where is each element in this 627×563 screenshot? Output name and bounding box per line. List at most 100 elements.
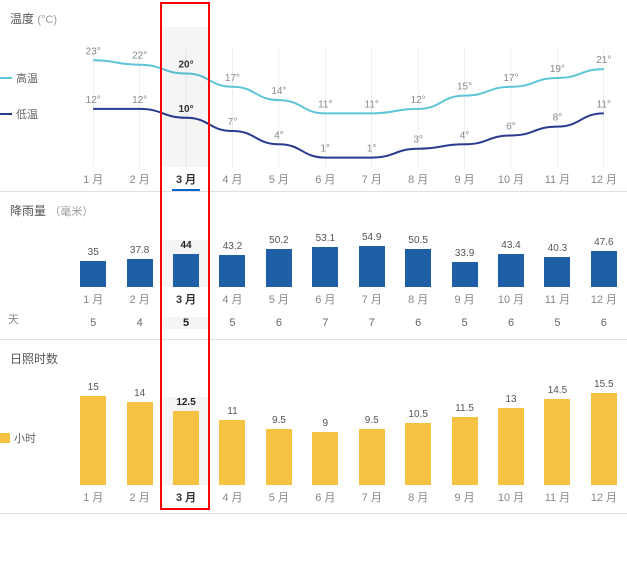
x-tick-month: 10 月 bbox=[488, 485, 534, 509]
rainfall-bar bbox=[219, 255, 245, 287]
rainfall-bar-label: 44 bbox=[180, 240, 191, 251]
temperature-point-label: 19° bbox=[550, 64, 565, 75]
rainfall-bar bbox=[80, 261, 106, 287]
legend-high-label: 高温 bbox=[16, 70, 38, 86]
rainfall-day-cell: 7 bbox=[302, 317, 348, 329]
rainfall-bar-slot: 43.4 bbox=[488, 240, 534, 287]
sunshine-bar-label: 14.5 bbox=[548, 385, 567, 396]
rainfall-bar bbox=[127, 259, 153, 287]
temperature-x-axis: 1 月2 月3 月4 月5 月6 月7 月8 月9 月10 月11 月12 月 bbox=[70, 167, 627, 191]
legend-hours-label: 小时 bbox=[14, 430, 36, 446]
rainfall-days-row: 545567765656 bbox=[70, 311, 627, 335]
temperature-title-text: 温度 bbox=[10, 12, 34, 26]
temperature-point-label: 4° bbox=[274, 130, 284, 141]
sunshine-bar bbox=[266, 429, 292, 485]
sunshine-bar bbox=[405, 423, 431, 485]
rainfall-bar bbox=[359, 246, 385, 287]
rainfall-bar-label: 50.2 bbox=[269, 235, 288, 246]
temperature-title: 温度 (°C) bbox=[0, 8, 627, 27]
x-tick-month: 9 月 bbox=[441, 485, 487, 509]
sunshine-bar-slot: 12.5 bbox=[163, 397, 209, 485]
rainfall-bar-label: 43.4 bbox=[501, 240, 520, 251]
x-tick-month: 3 月 bbox=[163, 287, 209, 311]
x-tick-month: 4 月 bbox=[209, 167, 255, 191]
sunshine-bar-slot: 15 bbox=[70, 382, 116, 485]
sunshine-bar bbox=[80, 396, 106, 485]
rainfall-title-text: 降雨量 bbox=[10, 204, 46, 218]
rainfall-bar bbox=[266, 249, 292, 287]
rainfall-bars: 3537.84443.250.253.154.950.533.943.440.3… bbox=[70, 227, 627, 287]
sunshine-bar-slot: 14 bbox=[116, 388, 162, 485]
sunshine-bar-slot: 9.5 bbox=[256, 415, 302, 485]
sunshine-bar-label: 10.5 bbox=[408, 409, 427, 420]
rainfall-day-cell: 7 bbox=[349, 317, 395, 329]
rainfall-x-axis: 1 月2 月3 月4 月5 月6 月7 月8 月9 月10 月11 月12 月 bbox=[70, 287, 627, 311]
x-tick-month: 7 月 bbox=[349, 287, 395, 311]
rainfall-day-cell: 6 bbox=[488, 317, 534, 329]
sunshine-bar bbox=[173, 411, 199, 485]
temperature-point-label: 6° bbox=[506, 121, 516, 132]
sunshine-bar bbox=[452, 417, 478, 485]
sunshine-bar-slot: 11.5 bbox=[441, 403, 487, 485]
x-tick-month: 3 月 bbox=[163, 167, 209, 191]
temperature-point-label: 8° bbox=[553, 113, 563, 124]
rainfall-bar bbox=[452, 262, 478, 287]
sunshine-section: 日照时数 小时 151412.5119.599.510.511.51314.51… bbox=[0, 340, 627, 514]
sunshine-bar-slot: 9.5 bbox=[349, 415, 395, 485]
temperature-point-label: 7° bbox=[228, 117, 238, 128]
x-tick-month: 4 月 bbox=[209, 287, 255, 311]
x-tick-month: 12 月 bbox=[581, 287, 627, 311]
temperature-point-label: 4° bbox=[460, 130, 470, 141]
sunshine-bar-label: 12.5 bbox=[176, 397, 195, 408]
x-tick-month: 11 月 bbox=[534, 485, 580, 509]
legend-high: 高温 bbox=[0, 70, 38, 86]
sunshine-legend: 小时 bbox=[0, 430, 36, 446]
temperature-point-label: 11° bbox=[318, 99, 332, 110]
temperature-point-label: 12° bbox=[411, 95, 426, 106]
sunshine-bar-label: 13 bbox=[505, 394, 516, 405]
sunshine-bar-slot: 11 bbox=[209, 406, 255, 485]
rainfall-day-cell: 5 bbox=[534, 317, 580, 329]
rainfall-day-cell: 4 bbox=[116, 317, 162, 329]
rainfall-day-cell: 5 bbox=[209, 317, 255, 329]
sunshine-bar-label: 9 bbox=[323, 418, 329, 429]
legend-low-label: 低温 bbox=[16, 106, 38, 122]
x-tick-month: 5 月 bbox=[256, 167, 302, 191]
temperature-point-label: 20° bbox=[178, 60, 193, 71]
x-tick-month: 12 月 bbox=[581, 485, 627, 509]
rainfall-bar-slot: 47.6 bbox=[581, 237, 627, 287]
rainfall-bar-slot: 43.2 bbox=[209, 241, 255, 287]
rainfall-bar bbox=[405, 249, 431, 287]
sunshine-title-text: 日照时数 bbox=[10, 352, 58, 366]
rainfall-bar-slot: 37.8 bbox=[116, 245, 162, 287]
x-tick-month: 10 月 bbox=[488, 287, 534, 311]
sunshine-bar-label: 9.5 bbox=[272, 415, 286, 426]
x-tick-month: 9 月 bbox=[441, 167, 487, 191]
sunshine-bar bbox=[312, 432, 338, 485]
sunshine-bar-label: 11 bbox=[227, 406, 237, 417]
sunshine-bar-slot: 13 bbox=[488, 394, 534, 485]
legend-low-swatch bbox=[0, 113, 12, 115]
sunshine-bar-slot: 15.5 bbox=[581, 379, 627, 485]
rainfall-bar-label: 50.5 bbox=[408, 235, 427, 246]
rainfall-unit: （毫米） bbox=[49, 206, 93, 218]
rainfall-days-label: 天 bbox=[8, 311, 19, 327]
sunshine-bars: 15 14 12.5 11 9.5 9 9.5 10.5 11.5 13 14.5 15.5 bbox=[70, 375, 627, 485]
x-tick-month: 6 月 bbox=[302, 485, 348, 509]
rainfall-section: 降雨量 （毫米） 3537.84443.250.253.154.950.533.… bbox=[0, 192, 627, 340]
legend-high-swatch bbox=[0, 77, 12, 79]
rainfall-bar-slot: 40.3 bbox=[534, 243, 580, 287]
temperature-point-label: 17° bbox=[225, 73, 240, 84]
x-tick-month: 7 月 bbox=[349, 485, 395, 509]
x-tick-month: 2 月 bbox=[116, 287, 162, 311]
temperature-svg: 23°22°20°17°14°11°11°12°15°17°19°21°12°1… bbox=[70, 27, 627, 167]
rainfall-bar bbox=[173, 254, 199, 287]
temperature-highlight-underline bbox=[172, 189, 200, 191]
sunshine-bar-label: 15 bbox=[88, 382, 99, 393]
sunshine-bar-label: 14 bbox=[134, 388, 145, 399]
temperature-point-label: 11° bbox=[597, 99, 611, 110]
sunshine-bar bbox=[359, 429, 385, 485]
x-tick-month: 9 月 bbox=[441, 287, 487, 311]
sunshine-bar bbox=[219, 420, 245, 485]
rainfall-bar bbox=[591, 251, 617, 287]
